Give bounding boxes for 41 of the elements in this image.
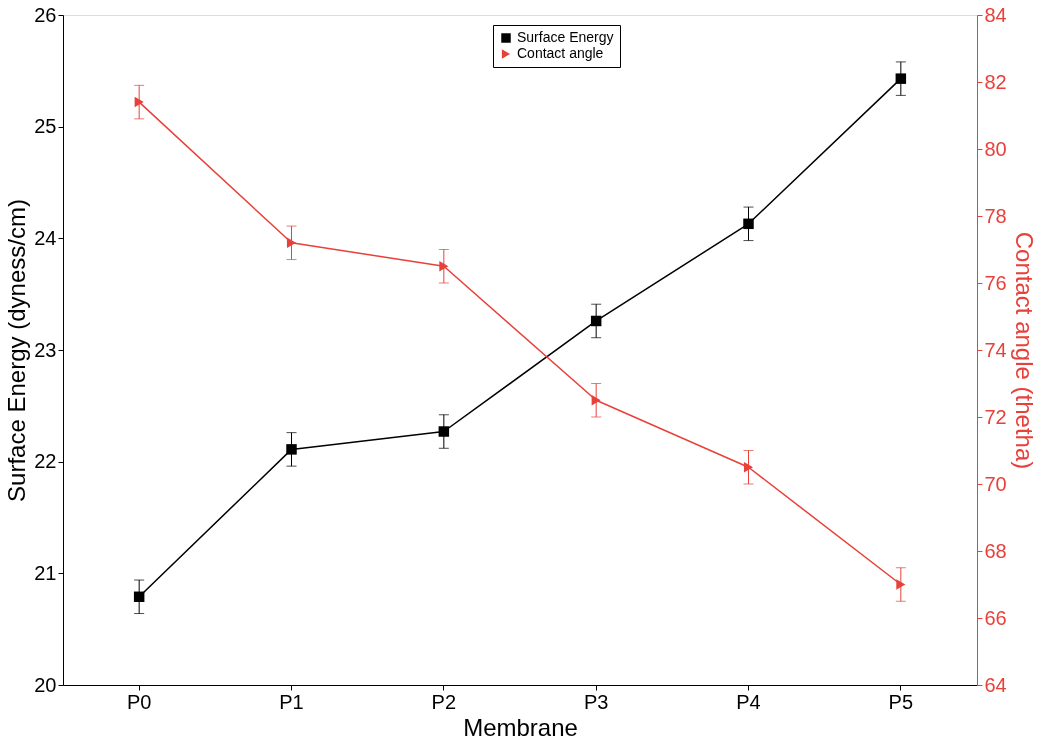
point	[438, 426, 450, 437]
point	[286, 444, 297, 455]
x-tick-label: P3	[583, 690, 609, 713]
y2-tick-label: 66	[984, 606, 1007, 629]
y2-tick-label: 78	[984, 204, 1007, 227]
legend-label: Surface Energy	[517, 29, 614, 45]
point	[286, 237, 297, 249]
y-tick-label: 23	[34, 338, 57, 361]
point	[895, 73, 907, 84]
point	[743, 462, 754, 473]
point	[133, 591, 145, 603]
x-tick-label: P2	[431, 690, 457, 713]
legend-label: Contact angle	[517, 45, 604, 61]
y2-tick-label: 84	[984, 3, 1007, 26]
point	[439, 261, 449, 272]
x-axis-title: Membrane	[463, 713, 578, 741]
y-tick-label: 22	[34, 450, 57, 473]
y-tick-label: 26	[34, 3, 57, 26]
y2-tick-label: 82	[984, 70, 1007, 93]
point	[591, 395, 601, 406]
x-tick-label: P1	[279, 690, 304, 713]
y2-axis-title: Contact angle (thetha)	[1010, 231, 1038, 470]
y-tick-label: 20	[34, 673, 57, 696]
x-tick-label: P0	[126, 690, 152, 713]
x-tick-label: P4	[736, 690, 761, 713]
point	[896, 579, 906, 590]
y2-tick-label: 68	[984, 539, 1007, 562]
y2-tick-label: 76	[984, 271, 1007, 294]
y2-tick-label: 64	[984, 673, 1007, 696]
y-tick-label: 21	[34, 561, 57, 584]
point	[134, 96, 144, 108]
y2-tick-label: 72	[984, 405, 1007, 428]
y-tick-label: 25	[34, 115, 57, 138]
y-tick-label: 24	[34, 226, 57, 249]
y-axis-title: Surface Energy (dyness/cm)	[3, 199, 31, 502]
point	[743, 218, 754, 230]
x-tick-label: P5	[888, 690, 914, 713]
y2-tick-label: 80	[984, 137, 1007, 160]
y2-tick-label: 74	[984, 338, 1007, 361]
point	[590, 315, 602, 327]
y2-tick-label: 70	[984, 472, 1007, 495]
